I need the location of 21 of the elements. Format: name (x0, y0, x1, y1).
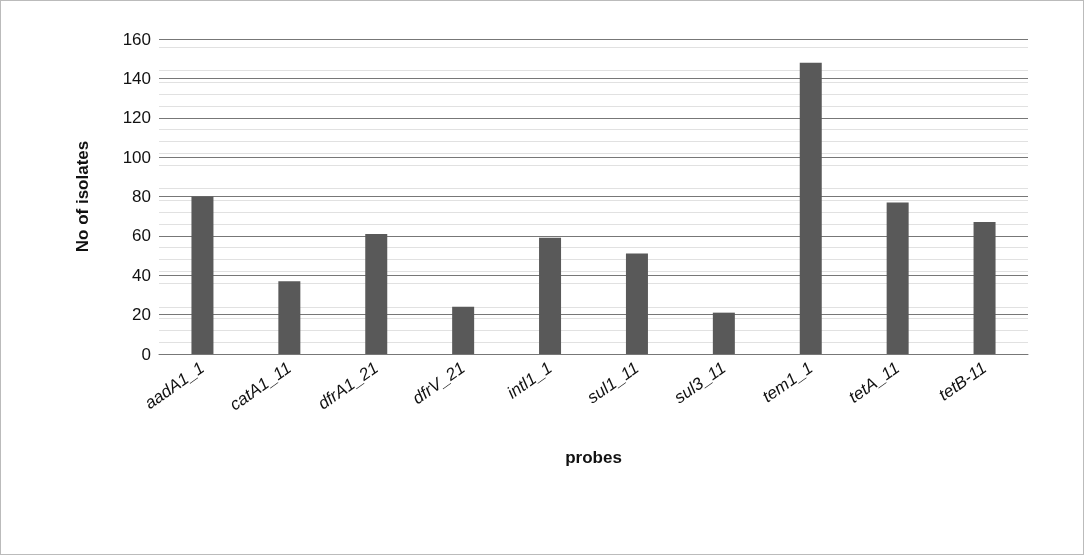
y-tick-label: 20 (132, 305, 151, 325)
bar (625, 253, 648, 354)
y-tick-label: 60 (132, 226, 151, 246)
bar (799, 62, 822, 354)
y-tick-label: 80 (132, 187, 151, 206)
bar (452, 306, 475, 354)
y-tick-label: 100 (122, 147, 151, 167)
y-tick-label: 160 (122, 29, 151, 49)
bar (886, 202, 909, 354)
bar (191, 196, 214, 354)
y-axis-title: No of isolates (73, 140, 92, 253)
bar (278, 281, 301, 354)
y-tick-label: 120 (122, 108, 151, 128)
x-axis-title: probes (565, 448, 622, 467)
y-tick-label: 40 (132, 265, 151, 285)
bar (712, 312, 735, 354)
bar (973, 222, 996, 354)
bar (539, 237, 562, 354)
y-tick-label: 0 (141, 344, 151, 364)
y-tick-label: 140 (122, 68, 151, 88)
bar (365, 233, 388, 354)
